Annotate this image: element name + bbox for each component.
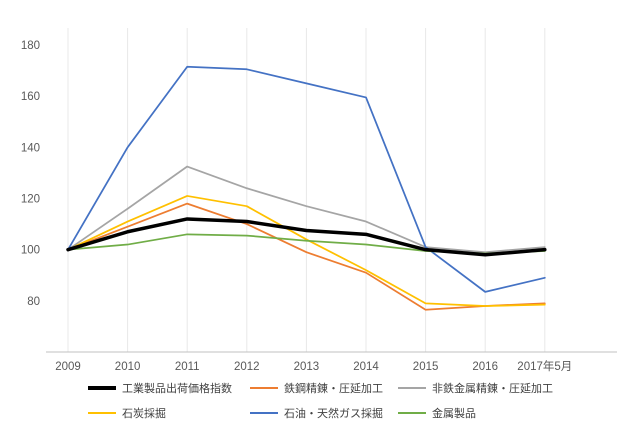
x-axis-tick-label: 2017年5月 [517,359,572,373]
legend-label: 工業製品出荷価格指数 [122,383,232,395]
legend-line-swatch [88,412,116,414]
legend-label: 非鉄金属精錬・圧延加工 [432,383,553,395]
y-axis-tick-label: 80 [27,296,40,308]
y-axis-tick-label: 180 [21,40,40,52]
legend-line-swatch [88,386,116,390]
legend-line-swatch [398,412,426,414]
series-line [66,217,547,257]
line-chart-svg: 80 100 120 140 160 180 2009 2010 2011 2012 2013 201… [21,28,617,373]
series-line [67,195,546,307]
legend-item: 非鉄金属精錬・圧延加工 [398,380,598,396]
x-axis-tick-label: 2013 [294,361,320,373]
legend-label: 金属製品 [432,408,476,420]
legend-label: 石炭採掘 [122,408,166,420]
x-axis-tick-label: 2012 [234,361,260,373]
legend-item: 工業製品出荷価格指数 [88,380,250,396]
series-line [67,165,546,254]
x-axis-tick-label: 2015 [413,361,439,373]
chart-legend: 工業製品出荷価格指数 鉄鋼精錬・圧延加工 非鉄金属精錬・圧延加工石炭採掘 石油・天然ガ… [88,380,640,421]
y-axis-tick-label: 120 [21,194,40,206]
y-axis-tick-label: 140 [21,142,40,154]
x-axis-tick-label: 2016 [472,361,498,373]
x-axis-tick-label: 2010 [115,361,141,373]
legend-label: 石油・天然ガス採掘 [284,408,383,420]
series-line [67,202,546,311]
x-axis-tick-label: 2009 [55,361,81,373]
x-axis-tick-label: 2014 [353,361,379,373]
y-axis-tick-label: 160 [21,91,40,103]
legend-line-swatch [250,387,278,389]
legend-item: 金属製品 [398,405,598,421]
legend-line-swatch [250,412,278,414]
x-axis-tick-label: 2011 [175,361,200,373]
legend-item: 鉄鋼精錬・圧延加工 [250,380,398,396]
legend-label: 鉄鋼精錬・圧延加工 [284,383,383,395]
y-axis-tick-label: 100 [21,245,40,257]
legend-item: 石炭採掘 [88,405,250,421]
legend-line-swatch [398,387,426,389]
series-line [67,65,546,293]
legend-item: 石油・天然ガス採掘 [250,405,398,421]
